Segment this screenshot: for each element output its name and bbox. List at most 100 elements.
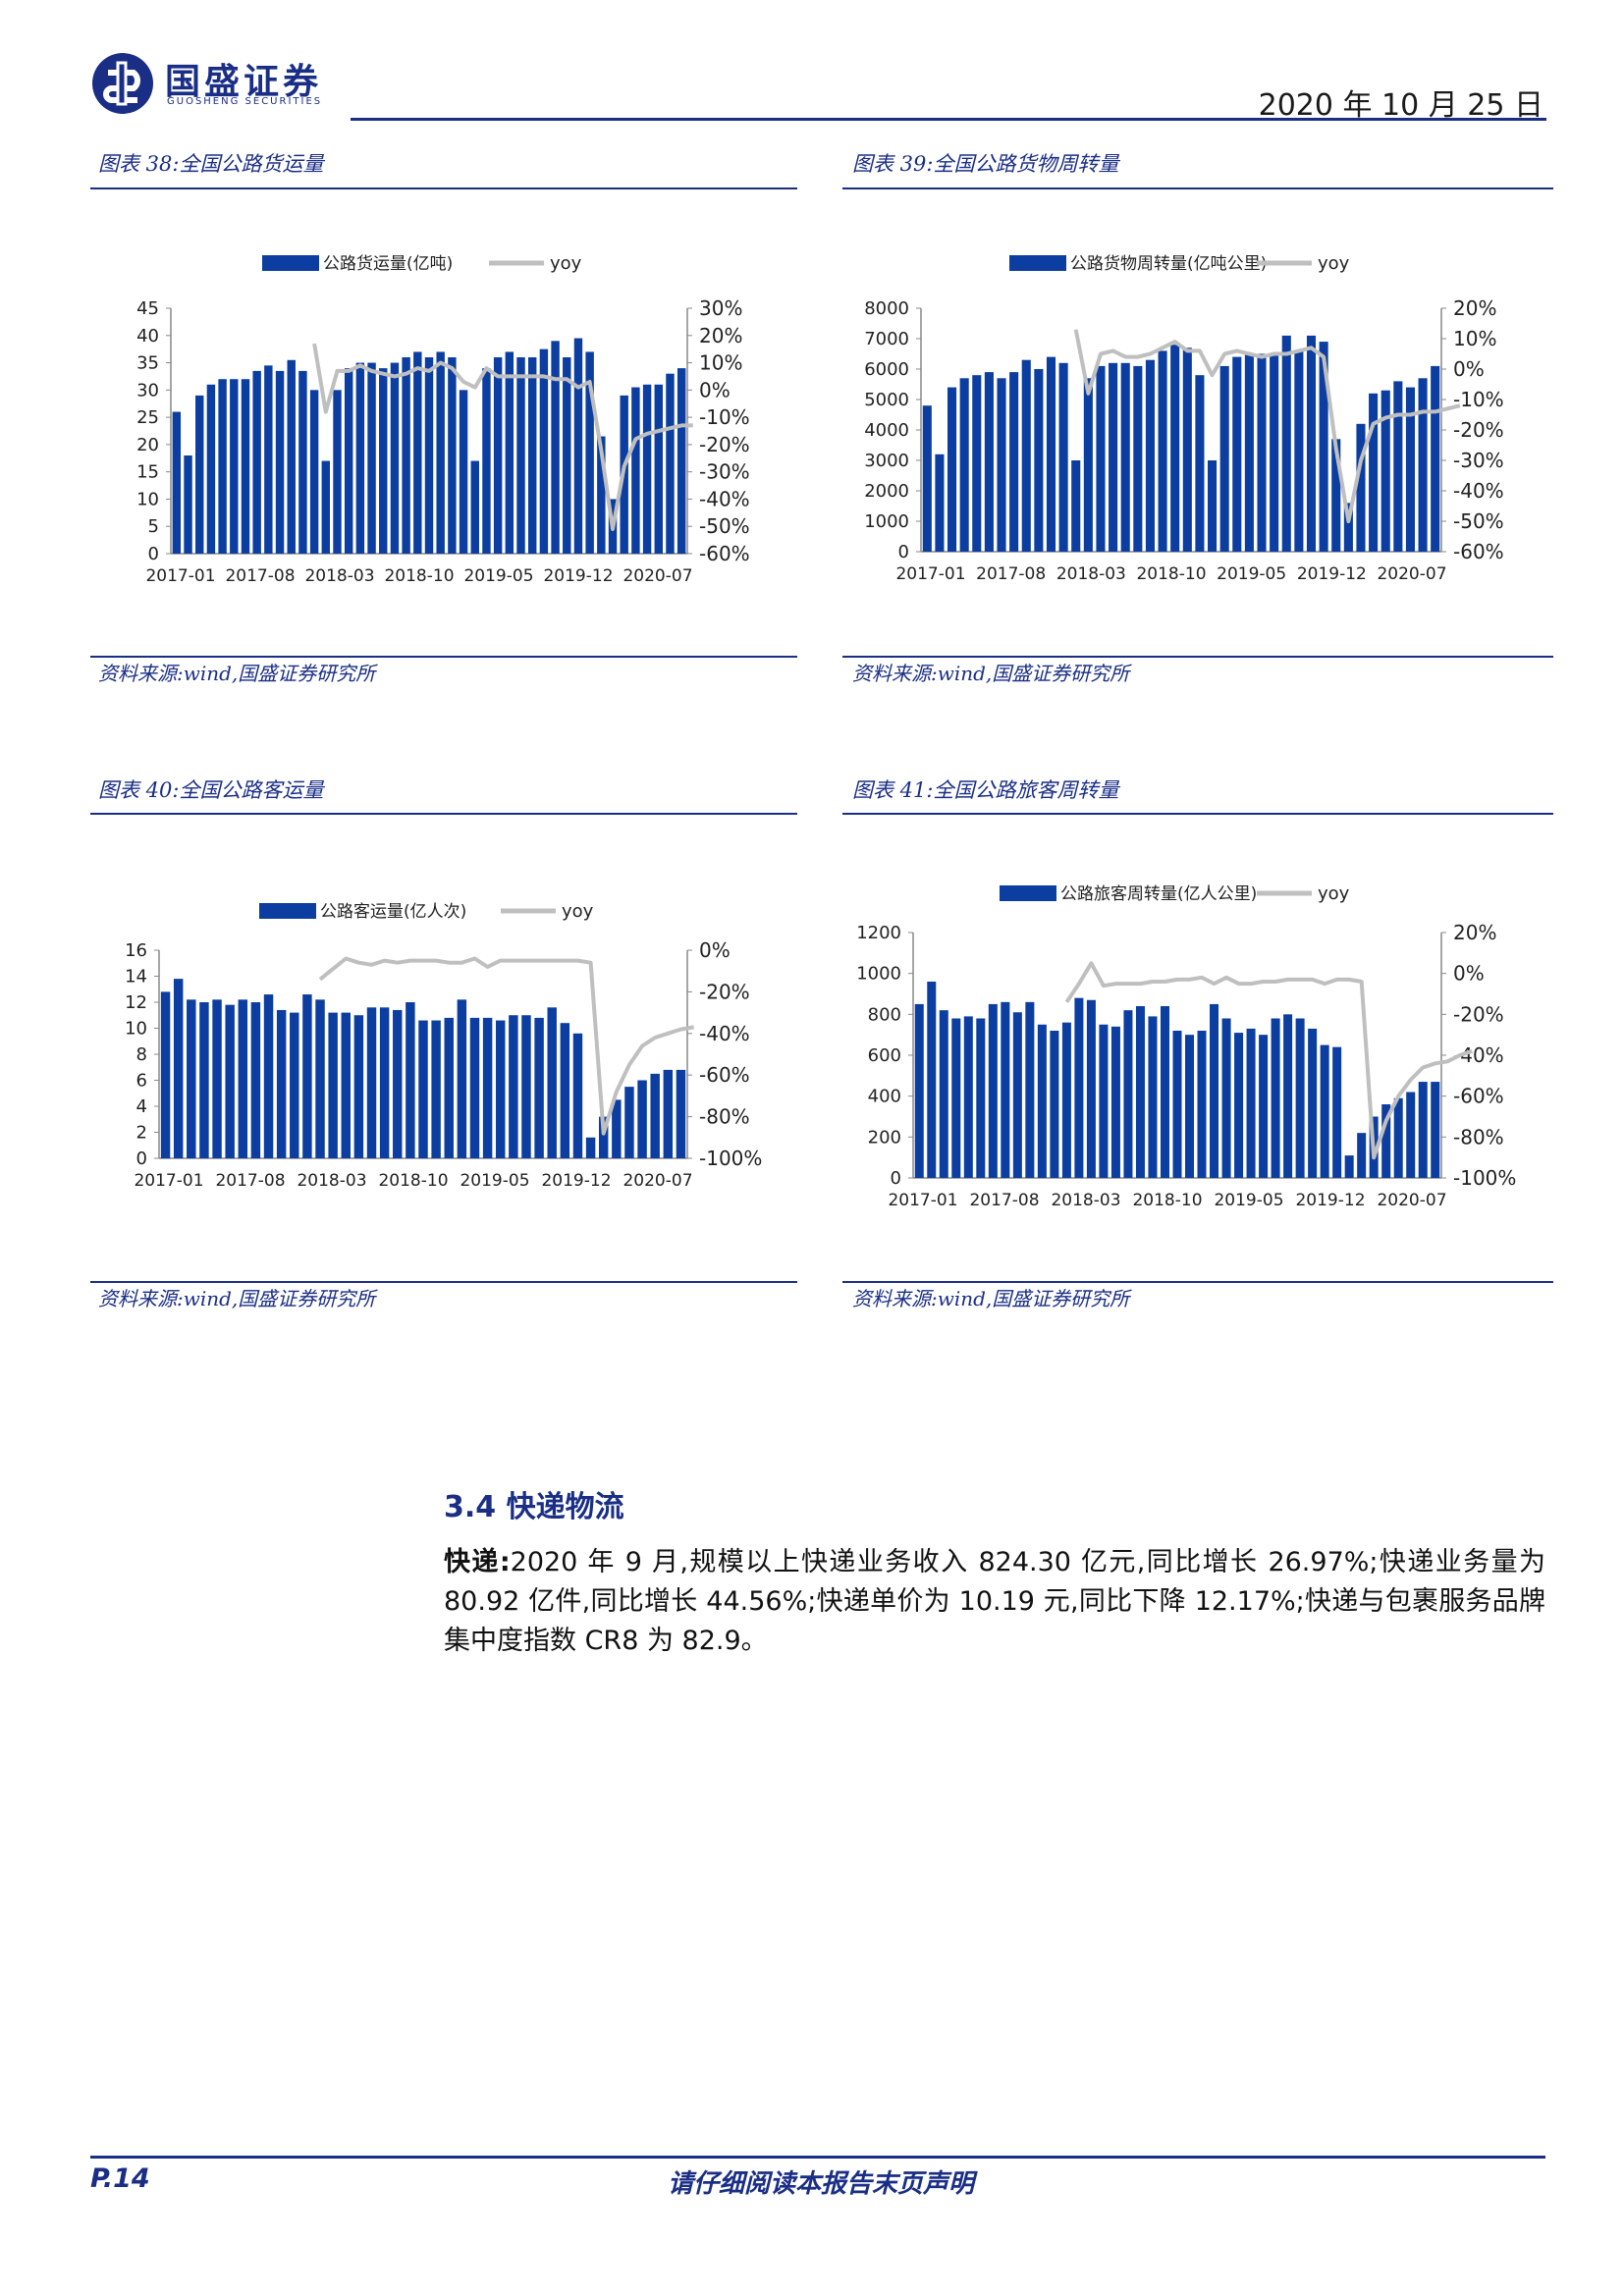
figure-40-source: 资料来源:wind,国盛证券研究所 <box>98 1287 376 1310</box>
bar <box>1135 1006 1145 1178</box>
bar <box>560 1023 570 1158</box>
figure-39-bottom-rule <box>842 656 1553 658</box>
y-left-tick-label: 10 <box>136 489 159 509</box>
yoy-line <box>1064 961 1473 1160</box>
bar <box>505 351 514 554</box>
paragraph-label: 快递: <box>444 1547 511 1577</box>
bar <box>1123 1010 1133 1178</box>
bar <box>199 1002 209 1158</box>
bar <box>654 384 663 554</box>
y-left-tick-label: 14 <box>125 967 147 988</box>
bar <box>1344 1155 1354 1178</box>
bar <box>573 338 583 554</box>
section-title: 3.4 快递物流 <box>444 1490 624 1524</box>
y-right-tick-label: -80% <box>1453 1125 1504 1148</box>
y-left-tick-label: 800 <box>868 1004 901 1025</box>
legend-bar-label: 公路客运量(亿人次) <box>320 902 466 922</box>
bar <box>341 1012 351 1158</box>
y-right-tick-label: -10% <box>699 405 750 429</box>
bar <box>1109 362 1118 552</box>
bar <box>1406 1092 1416 1178</box>
y-left-tick-label: 600 <box>868 1045 901 1066</box>
bar <box>424 357 434 554</box>
y-left-tick-label: 4000 <box>864 420 909 441</box>
legend-bar-label: 公路货物周转量(亿吨公里) <box>1070 254 1267 274</box>
bar <box>264 365 273 554</box>
bar <box>922 405 932 552</box>
figure-41-top-rule <box>842 813 1553 815</box>
bar <box>1281 335 1291 552</box>
y-right-tick-label: 10% <box>699 351 742 375</box>
x-tick-label: 2020-07 <box>623 1171 692 1191</box>
bar <box>1037 1024 1047 1178</box>
y-left-tick-label: 200 <box>868 1127 901 1148</box>
bar <box>951 1018 961 1178</box>
y-right-tick-label: -60% <box>699 542 750 565</box>
bar <box>1012 1012 1022 1178</box>
bar <box>597 436 606 554</box>
bar <box>290 1012 299 1158</box>
y-right-tick-label: -40% <box>699 487 750 510</box>
bar <box>1208 460 1218 552</box>
y-left-tick-label: 16 <box>125 940 147 961</box>
y-right-tick-label: 0% <box>699 378 731 401</box>
bar <box>1259 1035 1269 1178</box>
figure-41-caption: 图表 41:全国公路旅客周转量 <box>852 778 1119 802</box>
y-right-tick-label: 20% <box>1453 296 1496 320</box>
bar <box>1295 1018 1305 1178</box>
legend-yoy-label: yoy <box>550 253 582 274</box>
bar <box>959 378 969 552</box>
bar <box>1244 353 1254 552</box>
bar <box>1271 1018 1280 1178</box>
bar <box>1145 359 1155 552</box>
bar <box>482 1017 493 1158</box>
figure-41-source: 资料来源:wind,国盛证券研究所 <box>852 1287 1130 1310</box>
x-tick-label: 2017-08 <box>969 1191 1039 1210</box>
bar <box>1061 1022 1071 1178</box>
figure-38-chart: 公路货运量(亿吨) yoy 0 5 10 15 20 25 30 35 40 45 -60% -50% -4… <box>136 253 750 586</box>
y-right-tick-label: 30% <box>699 296 742 320</box>
bar <box>379 1007 390 1158</box>
y-left-tick-label: 6000 <box>864 359 909 380</box>
bar <box>663 1069 674 1158</box>
x-tick-label: 2020-07 <box>1377 564 1446 584</box>
bar <box>184 455 192 554</box>
y-left-tick-label: 4 <box>136 1096 147 1117</box>
bar <box>1021 359 1031 552</box>
figure-38-source: 资料来源:wind,国盛证券研究所 <box>98 662 376 685</box>
logo-icon <box>92 53 153 114</box>
legend-yoy-label: yoy <box>1318 883 1350 904</box>
figure-39-caption: 图表 39:全国公路货物周转量 <box>852 152 1119 176</box>
bar <box>315 999 325 1158</box>
y-right-tick-label: -20% <box>1453 418 1504 442</box>
bar <box>496 1020 506 1158</box>
bar <box>173 979 184 1158</box>
bar <box>1170 345 1180 552</box>
bar <box>997 378 1006 552</box>
legend-bar-swatch <box>259 903 316 919</box>
bar <box>212 999 222 1158</box>
legend-yoy-label: yoy <box>562 901 594 922</box>
y-right-tick-label: -20% <box>699 433 750 456</box>
bar <box>1001 1001 1010 1178</box>
figure-39-top-rule <box>842 187 1553 189</box>
bar <box>1393 1097 1403 1178</box>
x-tick-label: 2018-10 <box>384 566 454 586</box>
bar <box>1283 1014 1293 1178</box>
y-left-tick-label: 0 <box>136 1148 147 1169</box>
bar <box>1074 997 1084 1178</box>
y-right-tick-label: -60% <box>1453 1085 1504 1108</box>
bar <box>355 362 365 554</box>
footer-rule <box>90 2156 1545 2159</box>
bar <box>252 370 261 554</box>
bar <box>206 384 216 554</box>
bar <box>457 999 467 1158</box>
y-left-tick-label: 5 <box>148 516 159 537</box>
bar <box>1148 1016 1158 1178</box>
y-left-tick-label: 25 <box>136 407 159 428</box>
x-tick-label: 2019-12 <box>1295 1191 1365 1210</box>
bar <box>637 1080 647 1158</box>
bar <box>298 370 307 554</box>
bar <box>1197 1031 1207 1178</box>
y-left-tick-label: 1000 <box>864 511 909 532</box>
